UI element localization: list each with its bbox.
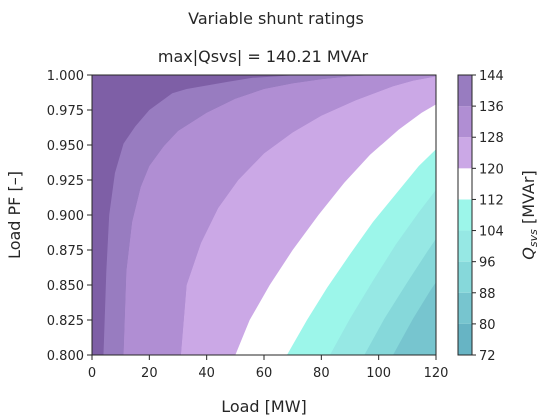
x-tick-label: 0 (88, 366, 96, 381)
y-tick-label: 0.825 (47, 314, 84, 329)
y-tick-label: 1.000 (47, 69, 84, 84)
colorbar-label-unit: [MVAr] (519, 170, 538, 229)
colorbar-segment (458, 106, 472, 138)
colorbar-tick-label: 88 (479, 287, 496, 302)
colorbar-label-sub: svs (527, 229, 540, 247)
colorbar-label: Qsvs [MVAr] (519, 170, 540, 259)
y-tick-label: 0.950 (47, 139, 84, 154)
colorbar-tick-label: 96 (479, 256, 496, 271)
plot-area (92, 75, 437, 355)
colorbar-segment (458, 199, 472, 231)
colorbar-label-main: Q (519, 247, 538, 260)
contour-region-72-80 (393, 75, 436, 355)
y-tick-label: 0.975 (47, 104, 84, 119)
x-tick-label: 100 (366, 366, 391, 381)
y-tick-label: 0.875 (47, 244, 84, 259)
colorbar-segment (458, 137, 472, 169)
y-tick-label: 0.800 (47, 349, 84, 364)
colorbar-tick-label: 120 (479, 162, 504, 177)
x-tick-label: 60 (256, 366, 273, 381)
colorbar-tick-label: 136 (479, 100, 504, 115)
x-tick-label: 80 (313, 366, 330, 381)
y-axis-label: Load PF [–] (5, 171, 24, 259)
colorbar-segment (458, 261, 472, 293)
colorbar-segment (458, 168, 472, 200)
chart-title: Variable shunt ratings (188, 9, 364, 28)
y-tick-label: 0.925 (47, 174, 84, 189)
y-tick-label: 0.850 (47, 279, 84, 294)
colorbar-tick-label: 80 (479, 318, 496, 333)
colorbar-segment (458, 230, 472, 262)
colorbar-tick-label: 72 (479, 349, 496, 364)
contour-region-120-128 (123, 75, 437, 355)
colorbar-segment (458, 292, 472, 324)
colorbar-frame (457, 74, 473, 356)
x-axis: 0 20 40 60 80 100 120 (88, 355, 449, 381)
colorbar-tick-label: 104 (479, 225, 504, 240)
contour-region-136-144-edge (92, 75, 299, 355)
y-axis: 0.800 0.825 0.850 0.875 0.900 0.925 0.950 0.975… (47, 69, 92, 364)
colorbar-tick-label: 128 (479, 131, 504, 146)
colorbar-tick-label: 144 (479, 69, 504, 84)
contour-region-80-88 (364, 75, 436, 355)
x-tick-label: 120 (424, 366, 449, 381)
y-tick-label: 0.900 (47, 209, 84, 224)
colorbar-segment (458, 75, 472, 107)
colorbar-segment (458, 323, 472, 355)
chart-subtitle: max|Qsvs| = 140.21 MVAr (158, 47, 369, 66)
colorbar: 72 80 88 96 104 112 120 128 136 144 (457, 69, 504, 364)
x-tick-label: 40 (198, 366, 215, 381)
x-axis-label: Load [MW] (221, 397, 307, 416)
colorbar-tick-label: 112 (479, 193, 504, 208)
x-tick-label: 20 (141, 366, 158, 381)
